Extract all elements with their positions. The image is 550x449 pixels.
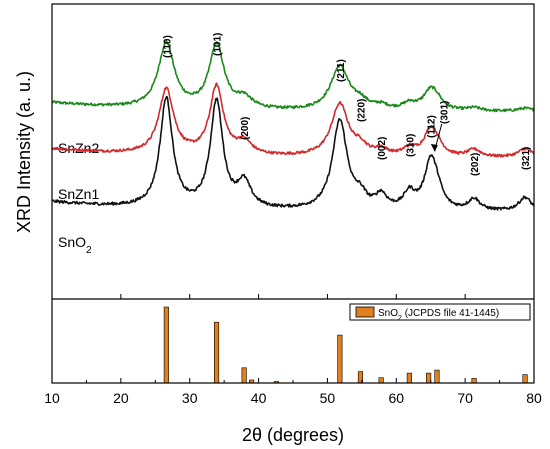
legend-text: SnO2 (JCPDS file 41-1445) xyxy=(378,308,499,322)
series-line-sno2 xyxy=(51,95,535,211)
y-axis-title: XRD Intensity (a. u.) xyxy=(14,71,34,233)
reference-bar xyxy=(434,369,440,384)
peak-label: (220) xyxy=(357,99,368,122)
x-tick-label: 10 xyxy=(44,390,60,406)
peak-label: (321) xyxy=(521,147,532,170)
peak-label: (101) xyxy=(213,33,224,56)
peak-label: (301) xyxy=(440,101,451,124)
reference-legend: SnO2 (JCPDS file 41-1445) xyxy=(349,303,531,322)
peak-label: (200) xyxy=(240,117,251,140)
peak-label: (202) xyxy=(470,153,481,176)
peak-label: (112) xyxy=(427,115,438,138)
series-line-snzn2 xyxy=(51,40,535,113)
series-line-snzn1 xyxy=(51,82,535,158)
reference-bar xyxy=(163,306,169,384)
peak-label: (002) xyxy=(377,137,388,160)
main-plot-panel: SnZn2 SnZn1 SnO2 (110) (101) (200) (211) (220) (… xyxy=(51,33,535,256)
x-tick-label: 60 xyxy=(388,390,404,406)
x-tick-label: 20 xyxy=(113,390,129,406)
legend-box xyxy=(349,303,531,321)
series-label-snzn1: SnZn1 xyxy=(58,186,99,202)
reference-bar xyxy=(471,378,477,384)
x-tick-label: 40 xyxy=(251,390,267,406)
peak-label: (110) xyxy=(162,35,173,58)
reference-bar xyxy=(241,367,247,384)
peak-301-arrowhead xyxy=(430,144,438,152)
reference-bar xyxy=(522,374,528,384)
reference-bar xyxy=(378,377,384,384)
x-tick-label: 50 xyxy=(320,390,336,406)
x-tick-label: 30 xyxy=(182,390,198,406)
x-axis-title: 2θ (degrees) xyxy=(242,425,344,445)
series-label-snzn2: SnZn2 xyxy=(58,140,99,156)
reference-plot-panel: SnO2 (JCPDS file 41-1445) xyxy=(163,303,531,384)
series-label-sno2: SnO2 xyxy=(58,234,92,256)
reference-bar xyxy=(337,334,343,384)
peak-label: (310) xyxy=(405,134,416,157)
axes: 10 20 30 40 50 60 70 80 xyxy=(44,3,542,406)
x-tick-label: 70 xyxy=(457,390,473,406)
reference-bar xyxy=(406,372,412,384)
legend-swatch xyxy=(355,306,375,318)
reference-bar xyxy=(214,321,220,384)
peak-label: (211) xyxy=(336,59,347,82)
x-tick-label: 80 xyxy=(526,390,542,406)
